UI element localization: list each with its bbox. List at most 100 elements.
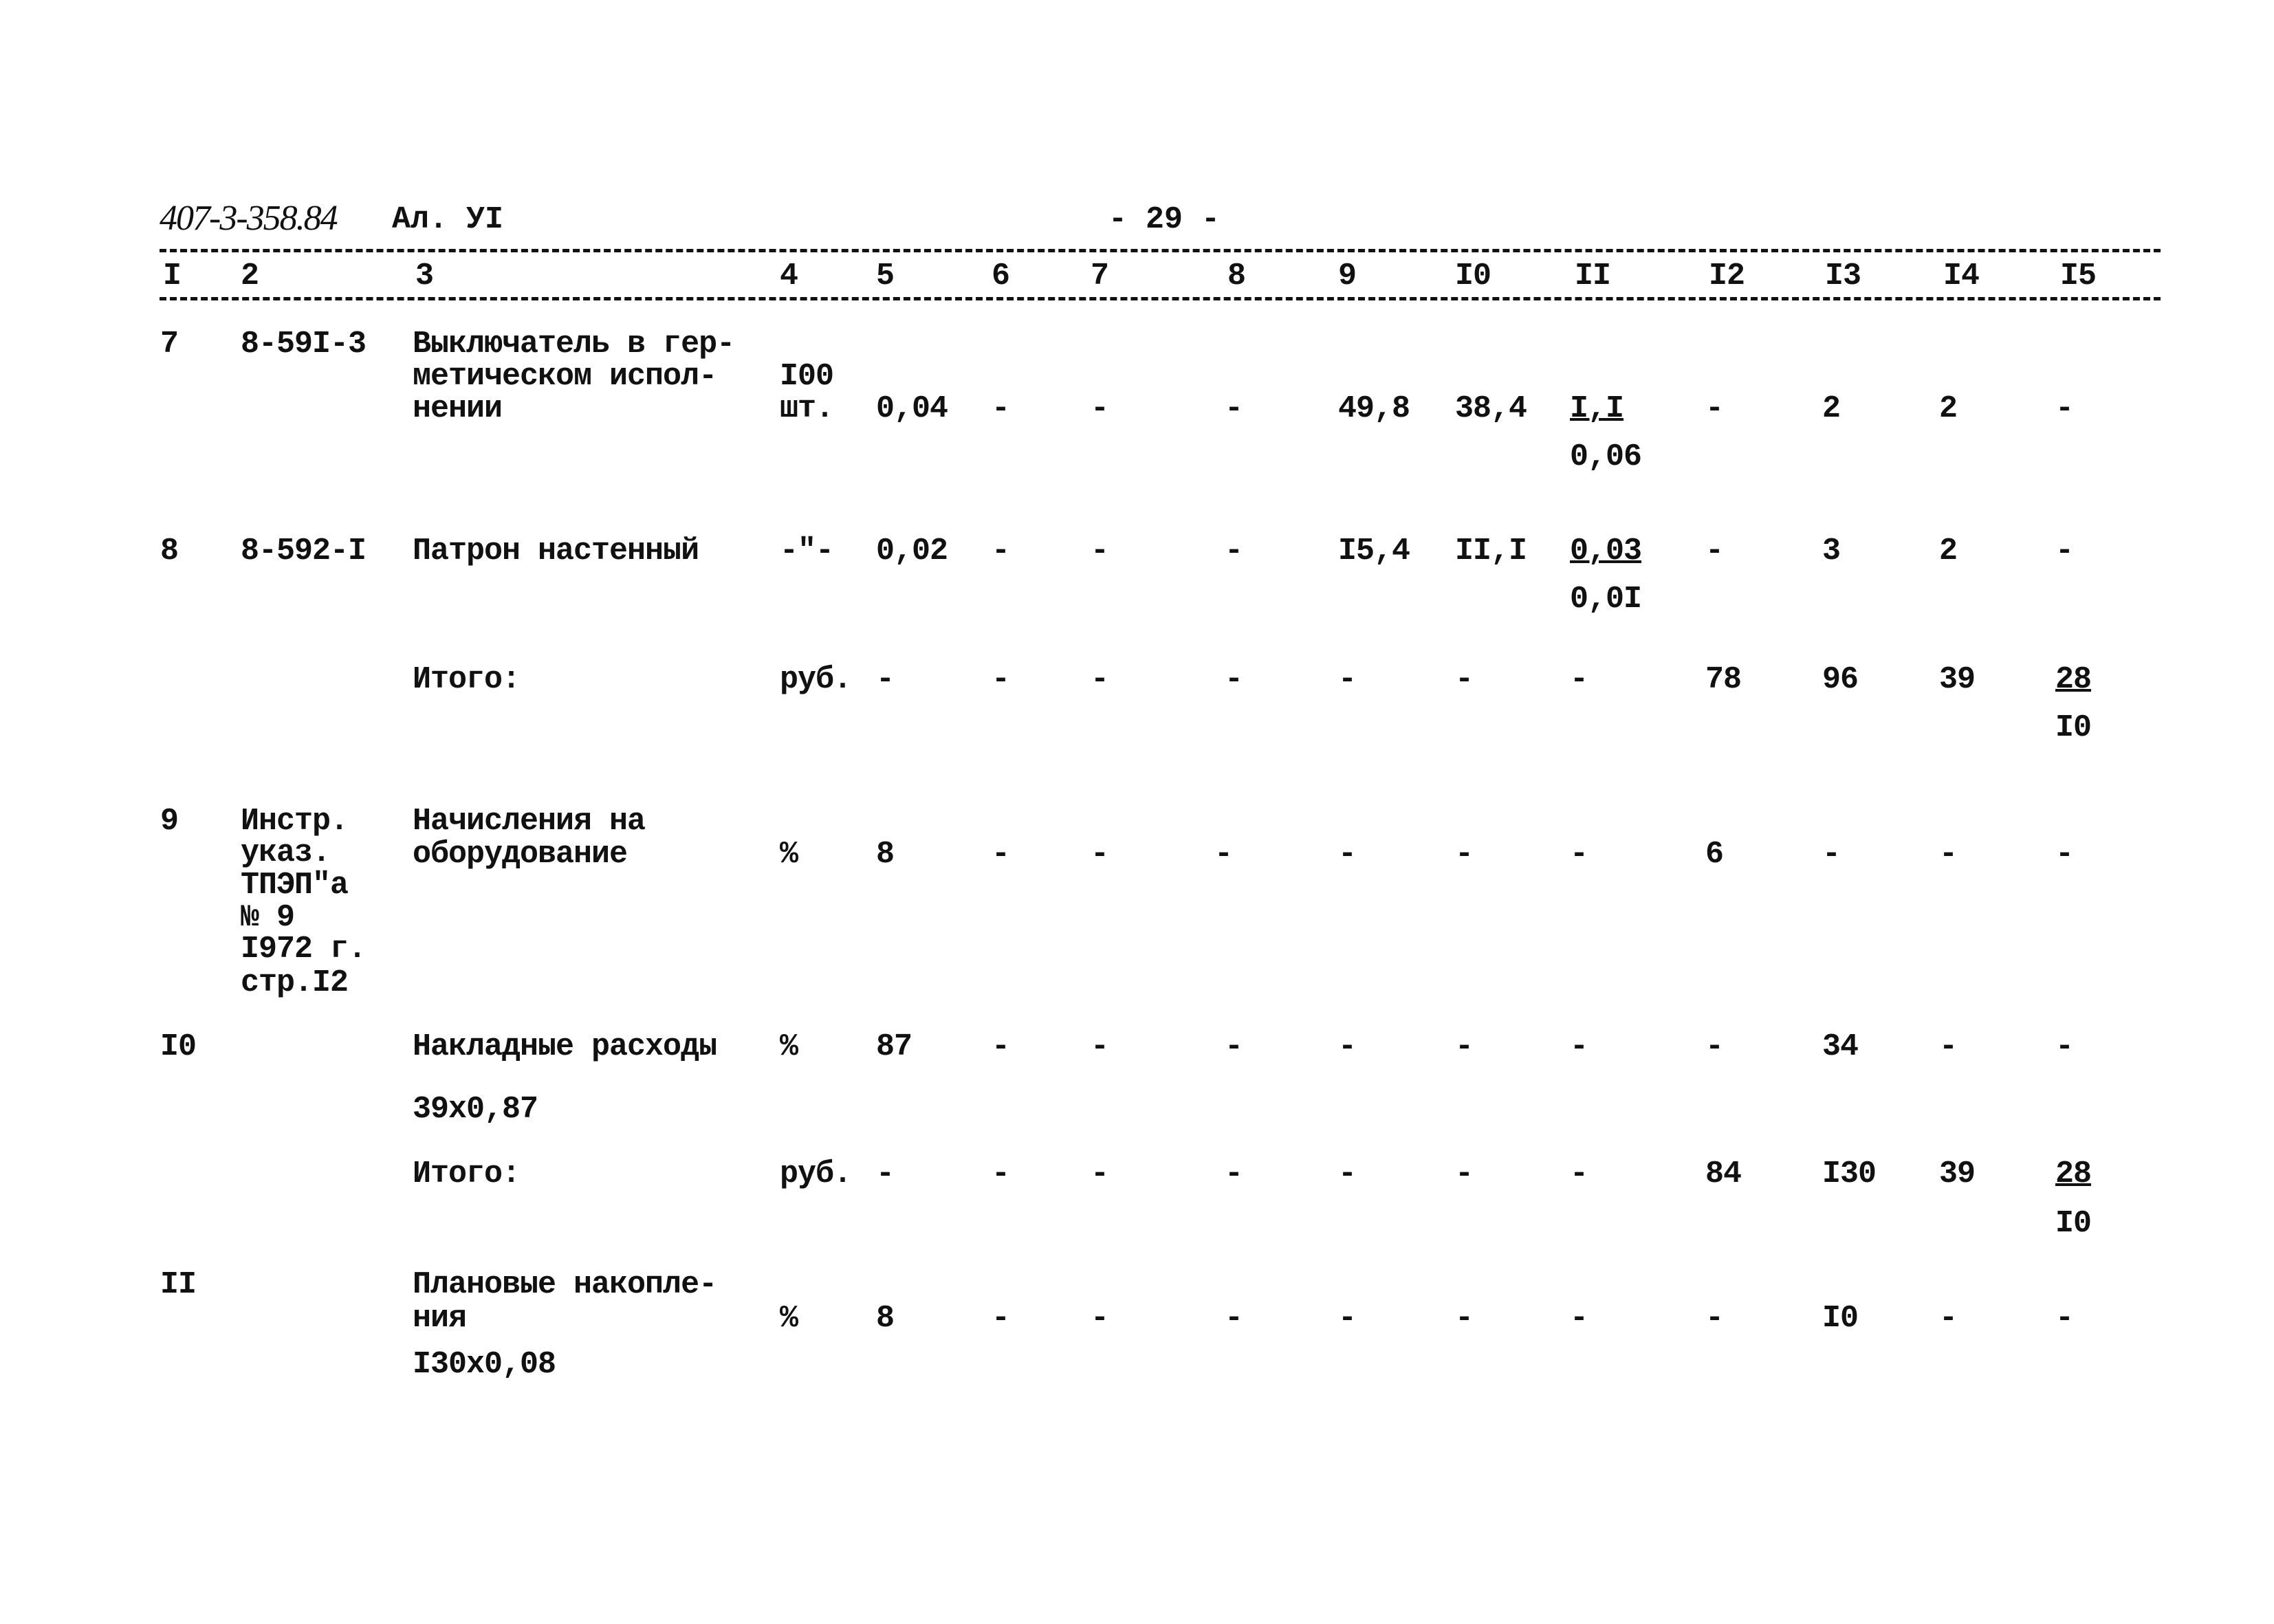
table-cell-col9: - bbox=[1338, 1301, 1357, 1336]
table-cell-col3: 39х0,87 bbox=[413, 1092, 538, 1127]
table-cell-col6: - bbox=[992, 662, 1010, 697]
table-cell-col2: № 9 bbox=[241, 900, 295, 935]
table-cell-col14: 39 bbox=[1939, 662, 1976, 697]
table-cell-col8: - bbox=[1225, 1301, 1243, 1336]
column-number-header: 6 bbox=[992, 259, 1010, 294]
table-cell-col15: I0 bbox=[2055, 710, 2092, 745]
table-cell-col13: I30 bbox=[1822, 1156, 1877, 1192]
table-cell-col10: - bbox=[1455, 1029, 1474, 1064]
table-cell-col3: I30х0,08 bbox=[413, 1347, 556, 1382]
table-cell-col6: - bbox=[992, 391, 1010, 426]
column-number-header: I3 bbox=[1825, 259, 1861, 294]
table-cell-col14: - bbox=[1939, 837, 1958, 872]
table-cell-col6: - bbox=[992, 534, 1010, 569]
table-cell-col1: I0 bbox=[160, 1029, 197, 1064]
table-cell-col10: - bbox=[1455, 837, 1474, 872]
table-cell-col7: - bbox=[1091, 534, 1109, 569]
table-cell-col2: ТПЭП"а bbox=[241, 868, 349, 903]
column-number-header: 4 bbox=[780, 259, 798, 294]
table-cell-col11: 0,03 bbox=[1570, 534, 1642, 569]
table-cell-col9: 49,8 bbox=[1338, 391, 1410, 426]
table-cell-col14: - bbox=[1939, 1301, 1958, 1336]
table-cell-col3: Выключатель в гер- bbox=[413, 327, 735, 362]
column-number-header: II bbox=[1575, 259, 1611, 294]
table-cell-col12: - bbox=[1705, 1301, 1724, 1336]
album-number: Ал. УI bbox=[392, 202, 504, 237]
table-cell-col5: 0,02 bbox=[876, 534, 948, 569]
table-cell-col8: - bbox=[1225, 391, 1243, 426]
table-cell-col9: - bbox=[1338, 837, 1357, 872]
table-cell-col12: - bbox=[1705, 391, 1724, 426]
table-cell-col3: оборудование bbox=[413, 837, 628, 872]
table-cell-col15: - bbox=[2055, 534, 2074, 569]
table-cell-col12: 78 bbox=[1705, 662, 1742, 697]
table-cell-col15: 28 bbox=[2055, 662, 2092, 697]
table-cell-col11: I,I bbox=[1570, 391, 1624, 426]
table-cell-col15: - bbox=[2055, 391, 2074, 426]
table-cell-col14: 2 bbox=[1939, 391, 1958, 426]
table-cell-col1: 9 bbox=[160, 804, 179, 839]
table-cell-col15: - bbox=[2055, 837, 2074, 872]
table-cell-col8: - bbox=[1225, 662, 1243, 697]
column-number-header: 7 bbox=[1091, 259, 1109, 294]
table-cell-col5: - bbox=[876, 1156, 895, 1192]
column-number-header: I bbox=[163, 259, 182, 294]
table-cell-col5: 87 bbox=[876, 1029, 912, 1064]
table-cell-col7: - bbox=[1091, 837, 1109, 872]
table-cell-col13: 3 bbox=[1822, 534, 1841, 569]
table-cell-col15: I0 bbox=[2055, 1206, 2092, 1241]
table-cell-col11: 0,0I bbox=[1570, 582, 1642, 617]
table-cell-col11: - bbox=[1570, 662, 1588, 697]
table-cell-col5: 0,04 bbox=[876, 391, 948, 426]
column-number-header: 9 bbox=[1338, 259, 1357, 294]
table-cell-col1: 7 bbox=[160, 327, 179, 362]
column-number-header: I4 bbox=[1943, 259, 1980, 294]
table-cell-col3: Итого: bbox=[413, 662, 521, 697]
table-cell-col4: -"- bbox=[780, 534, 834, 569]
page-number: - 29 - bbox=[1108, 202, 1221, 237]
table-cell-col13: 2 bbox=[1822, 391, 1841, 426]
table-cell-col6: - bbox=[992, 837, 1010, 872]
table-cell-col5: 8 bbox=[876, 1301, 895, 1336]
table-cell-col12: 6 bbox=[1705, 837, 1724, 872]
table-cell-col9: - bbox=[1338, 662, 1357, 697]
table-cell-col7: - bbox=[1091, 1156, 1109, 1192]
table-cell-col12: - bbox=[1705, 1029, 1724, 1064]
table-cell-col7: - bbox=[1091, 1029, 1109, 1064]
table-cell-col14: 39 bbox=[1939, 1156, 1976, 1192]
table-cell-col6: - bbox=[992, 1301, 1010, 1336]
table-cell-col15: - bbox=[2055, 1029, 2074, 1064]
document-code: 407-3-358.84 bbox=[160, 199, 338, 238]
table-cell-col4: руб. bbox=[780, 1156, 852, 1192]
table-cell-col10: - bbox=[1455, 1301, 1474, 1336]
table-cell-col2: I972 г. bbox=[241, 932, 367, 967]
table-cell-col14: 2 bbox=[1939, 534, 1958, 569]
table-cell-col4: % bbox=[780, 1301, 798, 1336]
table-cell-col10: - bbox=[1455, 662, 1474, 697]
table-cell-col10: - bbox=[1455, 1156, 1474, 1192]
column-number-header: 8 bbox=[1227, 259, 1246, 294]
column-number-underline bbox=[160, 297, 2161, 300]
table-cell-col3: нении bbox=[413, 391, 503, 426]
table-cell-col3: ния bbox=[413, 1301, 467, 1336]
table-cell-col9: - bbox=[1338, 1156, 1357, 1192]
table-cell-col6: - bbox=[992, 1156, 1010, 1192]
column-number-header: I0 bbox=[1455, 259, 1491, 294]
table-cell-col7: - bbox=[1091, 662, 1109, 697]
table-cell-col11: - bbox=[1570, 1301, 1588, 1336]
table-cell-col8: - bbox=[1225, 534, 1243, 569]
table-cell-col4: % bbox=[780, 837, 798, 872]
table-cell-col3: Начисления на bbox=[413, 804, 646, 839]
table-cell-col5: 8 bbox=[876, 837, 895, 872]
table-cell-col9: - bbox=[1338, 1029, 1357, 1064]
column-number-header: I2 bbox=[1709, 259, 1745, 294]
table-cell-col8: - bbox=[1214, 837, 1233, 872]
table-cell-col7: - bbox=[1091, 1301, 1109, 1336]
table-cell-col12: 84 bbox=[1705, 1156, 1742, 1192]
table-cell-col4: шт. bbox=[780, 391, 834, 426]
table-cell-col10: II,I bbox=[1455, 534, 1527, 569]
table-cell-col9: I5,4 bbox=[1338, 534, 1410, 569]
table-cell-col1: II bbox=[160, 1267, 197, 1302]
column-number-header: 3 bbox=[415, 259, 434, 294]
table-cell-col5: - bbox=[876, 662, 895, 697]
